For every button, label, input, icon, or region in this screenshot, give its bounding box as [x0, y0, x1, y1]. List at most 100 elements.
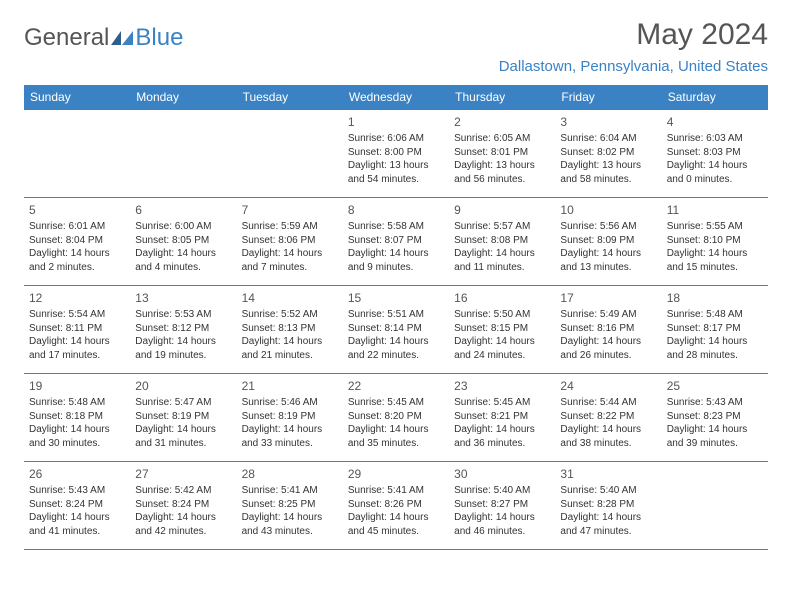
daylight-text: Daylight: 14 hours and 30 minutes.: [29, 423, 125, 450]
location-text: Dallastown, Pennsylvania, United States: [499, 58, 768, 75]
week-row: 26 Sunrise: 5:43 AMSunset: 8:24 PM Dayligh…: [24, 462, 768, 550]
day-cell: 4Sunrise: 6:03 AMSunset: 8:03 PMDaylight…: [662, 110, 768, 197]
day-number: 13: [135, 290, 231, 306]
daylight-text: Daylight: 14 hours and 7 minutes.: [242, 247, 338, 274]
sunset-text: Sunset: 8:02 PM: [560, 146, 656, 160]
sunset-text: Sunset: 8:06 PM: [242, 234, 338, 248]
sunset-text: Sunset: 8:01 PM: [454, 146, 550, 160]
sunset-text: Sunset: 8:22 PM: [560, 410, 656, 424]
daylight-text: Daylight: 13 hours and 56 minutes.: [454, 159, 550, 186]
daylight-text: Daylight: 14 hours and 28 minutes.: [667, 335, 763, 362]
day-number: 20: [135, 378, 231, 394]
day-cell: 18Sunrise: 5:48 AMSunset: 8:17 PMDayligh…: [662, 286, 768, 373]
day-cell: [24, 110, 130, 197]
day-cell: 13Sunrise: 5:53 AMSunset: 8:12 PMDayligh…: [130, 286, 236, 373]
sunset-text: Sunset: 8:09 PM: [560, 234, 656, 248]
daylight-text: Daylight: 14 hours and 2 minutes.: [29, 247, 125, 274]
daylight-text: Daylight: 14 hours and 17 minutes.: [29, 335, 125, 362]
day-cell: 10Sunrise: 5:56 AMSunset: 8:09 PMDayligh…: [555, 198, 661, 285]
logo-text-blue: Blue: [135, 24, 183, 52]
sunrise-text: Sunrise: 5:43 AM: [667, 396, 763, 410]
weekday-header: SundayMondayTuesdayWednesdayThursdayFrid…: [24, 85, 768, 109]
sunset-text: Sunset: 8:18 PM: [29, 410, 125, 424]
daylight-text: Daylight: 14 hours and 38 minutes.: [560, 423, 656, 450]
day-cell: [237, 110, 343, 197]
day-cell: 21 Sunrise: 5:46 AMSunset: 8:19 PMDayligh…: [237, 374, 343, 461]
day-number: 21: [242, 378, 338, 394]
sunrise-text: Sunrise: 5:41 AM: [348, 484, 444, 498]
day-cell: 26Sunrise: 5:43 AMSunset: 8:24 PMDayligh…: [24, 462, 130, 549]
day-number: 5: [29, 202, 125, 218]
day-number: 10: [560, 202, 656, 218]
sunrise-text: Sunrise: 5:46 AM: [242, 396, 338, 410]
sunrise-text: Sunrise: 5:45 AM: [348, 396, 444, 410]
daylight-text: Daylight: 14 hours and 31 minutes.: [135, 423, 231, 450]
weekday-monday: Monday: [130, 85, 236, 109]
day-cell: 19Sunrise: 5:48 AMSunset: 8:18 PMDayligh…: [24, 374, 130, 461]
page-title: May 2024: [499, 18, 768, 52]
sunrise-text: Sunrise: 5:49 AM: [560, 308, 656, 322]
sunrise-text: Sunrise: 6:01 AM: [29, 220, 125, 234]
day-cell: 15Sunrise: 5:51 AMSunset: 8:14 PMDayligh…: [343, 286, 449, 373]
day-number: 29: [348, 466, 444, 482]
daylight-text: Daylight: 14 hours and 42 minutes.: [135, 511, 231, 538]
sunrise-text: Sunrise: 6:00 AM: [135, 220, 231, 234]
sunrise-text: Sunrise: 5:43 AM: [29, 484, 125, 498]
daylight-text: Daylight: 14 hours and 13 minutes.: [560, 247, 656, 274]
calendar: SundayMondayTuesdayWednesdayThursdayFrid…: [24, 85, 768, 550]
sunset-text: Sunset: 8:10 PM: [667, 234, 763, 248]
day-number: 23: [454, 378, 550, 394]
daylight-text: Daylight: 14 hours and 21 minutes.: [242, 335, 338, 362]
daylight-text: Daylight: 14 hours and 11 minutes.: [454, 247, 550, 274]
sunset-text: Sunset: 8:11 PM: [29, 322, 125, 336]
sunset-text: Sunset: 8:20 PM: [348, 410, 444, 424]
day-number: 18: [667, 290, 763, 306]
day-cell: 17Sunrise: 5:49 AMSunset: 8:16 PMDayligh…: [555, 286, 661, 373]
sunset-text: Sunset: 8:12 PM: [135, 322, 231, 336]
header: General Blue May 2024 Dallastown, Pennsy…: [24, 18, 768, 75]
daylight-text: Daylight: 14 hours and 46 minutes.: [454, 511, 550, 538]
sunrise-text: Sunrise: 5:44 AM: [560, 396, 656, 410]
logo: General Blue: [24, 24, 183, 52]
day-number: 8: [348, 202, 444, 218]
sunrise-text: Sunrise: 5:50 AM: [454, 308, 550, 322]
day-number: 26: [29, 466, 125, 482]
day-cell: 22Sunrise: 5:45 AMSunset: 8:20 PMDayligh…: [343, 374, 449, 461]
sunset-text: Sunset: 8:14 PM: [348, 322, 444, 336]
day-cell: 25Sunrise: 5:43 AMSunset: 8:23 PMDayligh…: [662, 374, 768, 461]
sunrise-text: Sunrise: 5:45 AM: [454, 396, 550, 410]
weekday-saturday: Saturday: [662, 85, 768, 109]
sunset-text: Sunset: 8:19 PM: [242, 410, 338, 424]
daylight-text: Daylight: 14 hours and 47 minutes.: [560, 511, 656, 538]
week-row: 5Sunrise: 6:01 AMSunset: 8:04 PMDaylight…: [24, 198, 768, 286]
day-number: 14: [242, 290, 338, 306]
day-number: 22: [348, 378, 444, 394]
day-cell: 5 Sunrise: 6:01 AMSunset: 8:04 PMDaylight…: [24, 198, 130, 285]
sunset-text: Sunset: 8:24 PM: [29, 498, 125, 512]
daylight-text: Daylight: 14 hours and 33 minutes.: [242, 423, 338, 450]
day-number: 16: [454, 290, 550, 306]
sunset-text: Sunset: 8:19 PM: [135, 410, 231, 424]
sunset-text: Sunset: 8:03 PM: [667, 146, 763, 160]
day-cell: 1Sunrise: 6:06 AMSunset: 8:00 PMDaylight…: [343, 110, 449, 197]
day-cell: 23Sunrise: 5:45 AMSunset: 8:21 PMDayligh…: [449, 374, 555, 461]
sunset-text: Sunset: 8:08 PM: [454, 234, 550, 248]
day-number: 31: [560, 466, 656, 482]
day-cell: 24Sunrise: 5:44 AMSunset: 8:22 PMDayligh…: [555, 374, 661, 461]
daylight-text: Daylight: 13 hours and 54 minutes.: [348, 159, 444, 186]
sunset-text: Sunset: 8:04 PM: [29, 234, 125, 248]
daylight-text: Daylight: 14 hours and 36 minutes.: [454, 423, 550, 450]
day-number: 25: [667, 378, 763, 394]
day-cell: 8Sunrise: 5:58 AMSunset: 8:07 PMDaylight…: [343, 198, 449, 285]
sunrise-text: Sunrise: 5:51 AM: [348, 308, 444, 322]
daylight-text: Daylight: 14 hours and 15 minutes.: [667, 247, 763, 274]
sunrise-text: Sunrise: 5:42 AM: [135, 484, 231, 498]
day-number: 17: [560, 290, 656, 306]
sunrise-text: Sunrise: 5:57 AM: [454, 220, 550, 234]
sunset-text: Sunset: 8:16 PM: [560, 322, 656, 336]
sunrise-text: Sunrise: 6:03 AM: [667, 132, 763, 146]
daylight-text: Daylight: 14 hours and 4 minutes.: [135, 247, 231, 274]
sunrise-text: Sunrise: 5:52 AM: [242, 308, 338, 322]
day-cell: 29Sunrise: 5:41 AMSunset: 8:26 PMDayligh…: [343, 462, 449, 549]
day-cell: 2Sunrise: 6:05 AMSunset: 8:01 PMDaylight…: [449, 110, 555, 197]
